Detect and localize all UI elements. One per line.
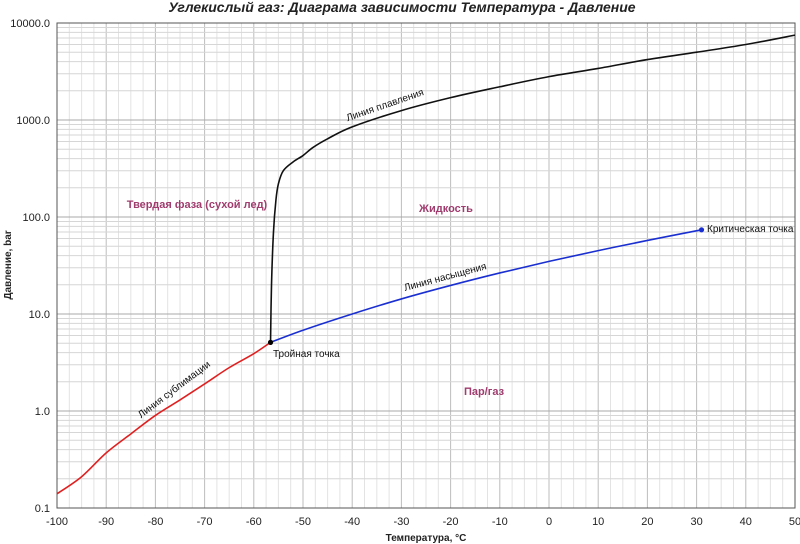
x-tick-label: -100 <box>46 516 68 528</box>
x-tick-label: 30 <box>690 516 702 528</box>
x-tick-label: -10 <box>492 516 508 528</box>
points-layer <box>267 227 705 345</box>
triple-point-label: Тройная точка <box>273 349 340 360</box>
grid-lines <box>56 23 796 509</box>
x-tick-label: -50 <box>295 516 311 528</box>
y-axis-tick-labels: 0.1 1.0 10.0 100.0 1000.0 10000.0 <box>10 18 50 515</box>
x-tick-label: -70 <box>197 516 213 528</box>
x-tick-label: -40 <box>344 516 360 528</box>
chart-title: Углекислый газ: Диаграма зависимости Тем… <box>168 0 635 15</box>
y-tick-label: 10000.0 <box>10 18 50 30</box>
x-tick-label: 50 <box>789 516 800 528</box>
x-tick-label: 0 <box>546 516 552 528</box>
y-tick-label: 10.0 <box>29 309 50 321</box>
y-tick-label: 100.0 <box>22 212 50 224</box>
saturation-line <box>270 229 702 344</box>
x-tick-label: 40 <box>740 516 752 528</box>
x-axis-title: Температура, °С <box>386 533 467 544</box>
x-tick-label: -30 <box>393 516 409 528</box>
x-tick-label: 20 <box>641 516 653 528</box>
series-layer <box>56 34 796 495</box>
x-tick-label: -60 <box>246 516 262 528</box>
y-tick-label: 0.1 <box>35 503 50 515</box>
melting-line <box>269 34 796 343</box>
vapor-gas-region-label: Пар/газ <box>464 386 505 398</box>
y-tick-label: 1.0 <box>35 406 50 418</box>
solid-phase-region-label: Твердая фаза (сухой лед) <box>127 199 268 211</box>
critical-point-marker <box>698 227 705 233</box>
x-tick-label: -20 <box>443 516 459 528</box>
triple-point-marker <box>267 339 274 345</box>
x-axis-tick-labels: -100 -90 -80 -70 -60 -50 -40 -30 -20 -10 0 10 20 30 40… <box>46 516 800 528</box>
x-tick-label: -80 <box>147 516 163 528</box>
y-tick-label: 1000.0 <box>16 115 50 127</box>
plot-area-frame <box>56 22 796 509</box>
x-tick-label: -90 <box>98 516 114 528</box>
critical-point-label: Критическая точка <box>707 224 794 235</box>
y-axis-title: Давление, bar <box>3 230 14 299</box>
sublimation-line <box>56 341 271 495</box>
x-tick-label: 10 <box>592 516 604 528</box>
liquid-region-label: Жидкость <box>418 203 473 215</box>
